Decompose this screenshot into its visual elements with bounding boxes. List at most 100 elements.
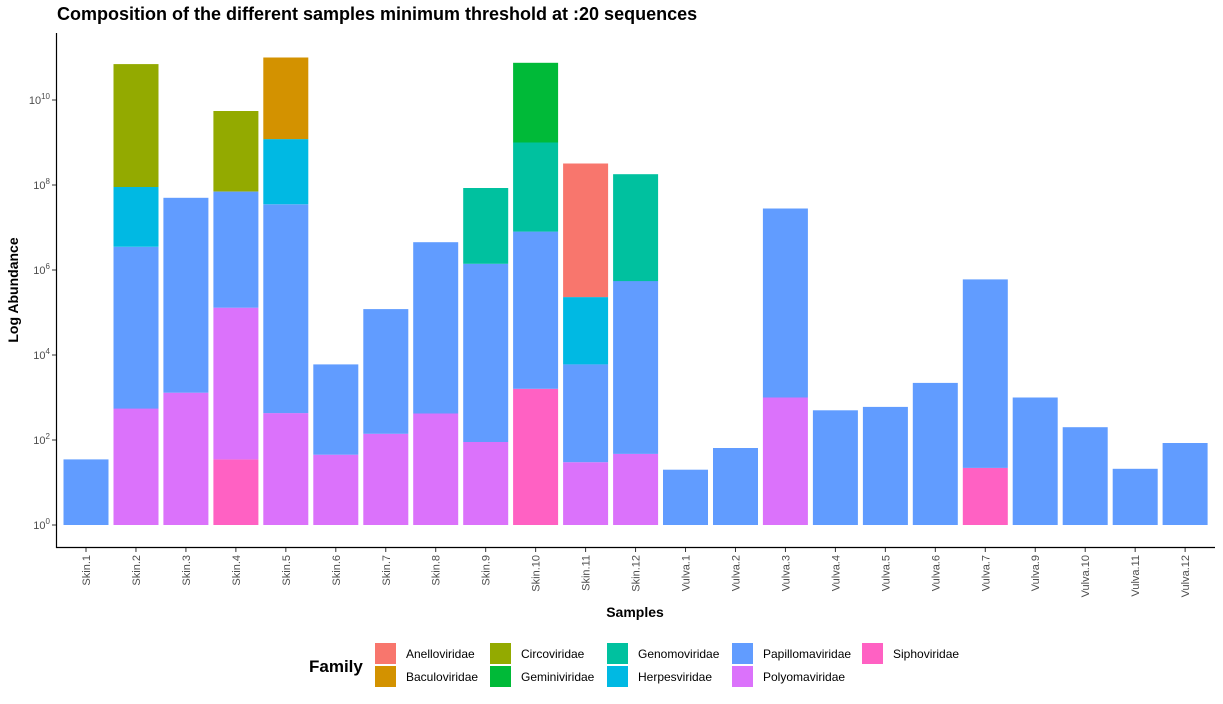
bar-skin-12-genomoviridae — [613, 174, 659, 282]
bar-skin-11-papillomaviridae — [563, 364, 609, 463]
bar-vulva-2-papillomaviridae — [713, 448, 758, 525]
x-tick-label: Skin.2 — [131, 555, 143, 586]
bar-skin-4-papillomaviridae — [213, 191, 259, 308]
x-ticks: Skin.1 Skin.2 Skin.3 Skin.4 Skin.5 Skin.6 Skin… — [81, 548, 1192, 597]
legend-key — [732, 666, 753, 687]
bar-skin-2-herpesviridae — [113, 186, 159, 247]
legend-label: Circoviridae — [521, 646, 585, 661]
y-tick-label: 102 — [33, 432, 50, 447]
bar-vulva-6-papillomaviridae — [912, 382, 958, 525]
y-tick-label: 100 — [33, 517, 50, 532]
bar-skin-4-siphoviridae — [213, 459, 259, 525]
x-tick-label: Skin.9 — [481, 555, 493, 586]
bar-skin-2-circoviridae — [113, 64, 159, 187]
bar-skin-12-polyomaviridae — [613, 453, 659, 525]
legend-label: Geminiviridae — [521, 669, 595, 684]
x-tick-label: Vulva.9 — [1030, 555, 1042, 591]
bar-skin-3-papillomaviridae — [163, 197, 209, 393]
legend-item-circoviridae: Circoviridae — [490, 642, 584, 665]
legend-key — [490, 643, 511, 664]
bar-skin-5-papillomaviridae — [263, 204, 309, 414]
bar-skin-10-geminiviridae — [513, 62, 559, 143]
legend-item-herpesviridae: Herpesviridae — [607, 665, 712, 688]
bar-skin-9-genomoviridae — [463, 188, 509, 264]
legend-item-anelloviridae: Anelloviridae — [375, 642, 475, 665]
bar-skin-6-polyomaviridae — [313, 454, 359, 525]
x-tick-label: Vulva.4 — [830, 555, 842, 591]
x-tick-label: Vulva.12 — [1180, 555, 1192, 597]
bar-vulva-12-papillomaviridae — [1162, 443, 1208, 525]
chart-title: Composition of the different samples min… — [57, 4, 698, 24]
legend-key — [375, 643, 396, 664]
bar-vulva-1-papillomaviridae — [663, 469, 708, 525]
legend-item-genomoviridae: Genomoviridae — [607, 642, 719, 665]
legend-key — [607, 666, 628, 687]
x-tick-label: Skin.8 — [431, 555, 443, 586]
bar-skin-11-anelloviridae — [563, 163, 609, 298]
bar-skin-2-polyomaviridae — [113, 408, 159, 525]
x-tick-label: Vulva.5 — [880, 555, 892, 591]
x-tick-label: Vulva.11 — [1130, 555, 1142, 597]
legend-label: Genomoviridae — [638, 646, 720, 661]
legend-label: Herpesviridae — [638, 669, 713, 684]
bar-vulva-4-papillomaviridae — [812, 410, 858, 525]
x-tick-label: Skin.1 — [81, 555, 93, 586]
bars-layer — [63, 57, 1208, 525]
x-tick-label: Vulva.2 — [730, 555, 742, 591]
y-axis-title: Log Abundance — [5, 237, 21, 342]
legend-label: Anelloviridae — [406, 646, 475, 661]
legend-item-baculoviridae: Baculoviridae — [375, 665, 478, 688]
legend-item-siphoviridae: Siphoviridae — [862, 642, 959, 665]
bar-skin-5-herpesviridae — [263, 139, 309, 205]
bar-skin-2-papillomaviridae — [113, 246, 159, 409]
legend-title: Family — [309, 657, 363, 676]
legend-key — [375, 666, 396, 687]
bar-skin-10-siphoviridae — [513, 388, 559, 525]
legend-label: Papillomaviridae — [763, 646, 852, 661]
bar-skin-7-papillomaviridae — [363, 309, 409, 434]
bar-vulva-3-polyomaviridae — [762, 397, 808, 525]
legend-key — [862, 643, 883, 664]
x-axis-title: Samples — [606, 604, 664, 620]
x-tick-label: Skin.10 — [531, 555, 543, 592]
legend-label: Siphoviridae — [893, 646, 960, 661]
bar-skin-8-papillomaviridae — [413, 242, 459, 414]
bar-vulva-10-papillomaviridae — [1062, 427, 1108, 525]
bar-vulva-5-papillomaviridae — [862, 406, 908, 525]
bar-skin-11-polyomaviridae — [563, 462, 609, 525]
legend-label: Polyomaviridae — [763, 669, 846, 684]
bar-skin-11-herpesviridae — [563, 297, 609, 365]
legend-key — [607, 643, 628, 664]
legend-item-geminiviridae: Geminiviridae — [490, 665, 594, 688]
x-tick-label: Vulva.7 — [980, 555, 992, 591]
bar-skin-12-papillomaviridae — [613, 281, 659, 454]
bar-skin-10-papillomaviridae — [513, 231, 559, 389]
x-tick-label: Skin.4 — [231, 555, 243, 586]
legend-key — [732, 643, 753, 664]
y-ticks: 100 102 104 106 108 1010 — [29, 92, 56, 532]
bar-skin-10-genomoviridae — [513, 142, 559, 232]
bar-skin-9-papillomaviridae — [463, 263, 509, 442]
x-tick-label: Vulva.6 — [930, 555, 942, 591]
bar-skin-6-papillomaviridae — [313, 364, 359, 455]
bar-skin-5-polyomaviridae — [263, 413, 309, 525]
bar-vulva-11-papillomaviridae — [1112, 468, 1158, 525]
bar-skin-7-polyomaviridae — [363, 433, 409, 525]
legend-item-papillomaviridae: Papillomaviridae — [732, 642, 851, 665]
x-tick-label: Skin.7 — [381, 555, 393, 586]
bar-skin-4-circoviridae — [213, 111, 259, 192]
x-tick-label: Skin.6 — [331, 555, 343, 586]
legend-key — [490, 666, 511, 687]
legend-item-polyomaviridae: Polyomaviridae — [732, 665, 845, 688]
bar-skin-8-polyomaviridae — [413, 413, 459, 525]
y-tick-label: 106 — [33, 262, 50, 277]
x-tick-label: Skin.3 — [181, 555, 193, 586]
legend-label: Baculoviridae — [406, 669, 479, 684]
x-tick-label: Skin.5 — [281, 555, 293, 586]
y-tick-label: 104 — [33, 347, 50, 362]
bar-vulva-9-papillomaviridae — [1012, 397, 1058, 525]
bar-vulva-3-papillomaviridae — [762, 208, 808, 398]
x-tick-label: Vulva.3 — [780, 555, 792, 591]
x-tick-label: Vulva.1 — [681, 555, 693, 591]
